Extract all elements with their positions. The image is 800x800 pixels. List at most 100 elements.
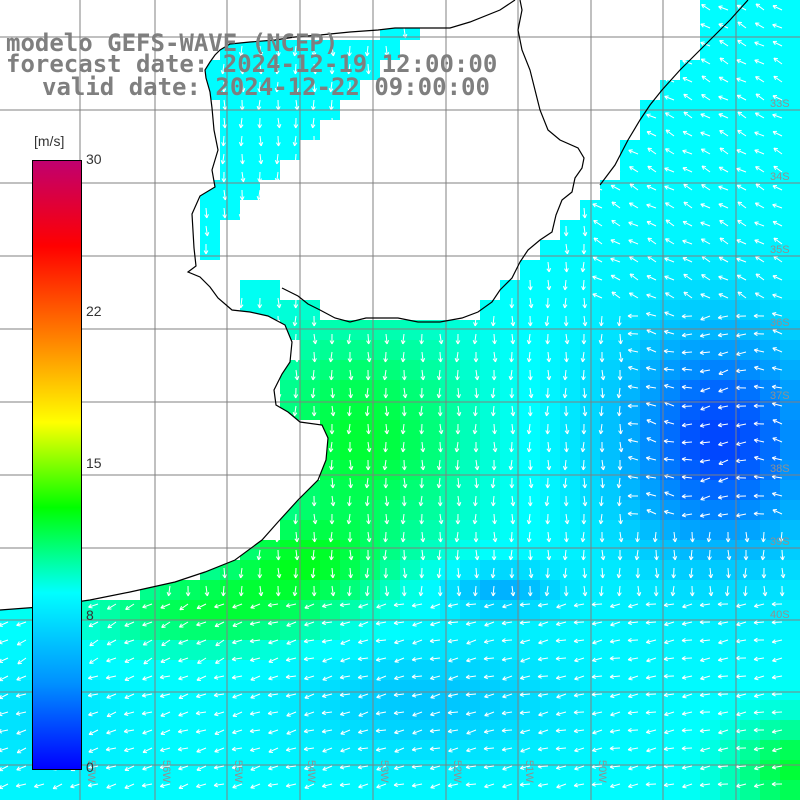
wind-cell <box>120 780 140 800</box>
wind-arrow <box>221 171 227 183</box>
wind-arrow <box>718 387 729 393</box>
wind-cell <box>620 320 640 340</box>
wind-cell <box>580 200 600 220</box>
wind-cell <box>400 540 420 560</box>
wind-arrow <box>292 135 298 147</box>
wind-arrow <box>681 332 693 338</box>
wind-cell <box>500 320 520 340</box>
wind-cell <box>440 420 460 440</box>
wind-cell <box>460 640 480 660</box>
wind-arrow <box>700 315 711 321</box>
wind-arrow <box>593 237 603 245</box>
wind-arrow <box>627 313 639 319</box>
wind-arrow <box>394 729 405 735</box>
wind-arrow <box>274 81 280 93</box>
wind-cell <box>440 480 460 500</box>
wind-arrow <box>257 297 263 309</box>
wind-cell <box>380 580 400 600</box>
wind-arrow <box>509 531 514 543</box>
wind-cell <box>80 780 100 800</box>
wind-cell <box>260 40 280 60</box>
wind-arrow <box>772 747 783 753</box>
wind-cell <box>580 300 600 320</box>
wind-cell <box>380 640 400 660</box>
wind-arrow <box>688 549 694 561</box>
wind-cell <box>100 620 120 640</box>
wind-arrow <box>0 783 9 790</box>
wind-arrow <box>753 783 765 788</box>
wind-arrow <box>708 585 714 597</box>
wind-arrow <box>466 639 477 645</box>
wind-arrow <box>231 674 243 680</box>
wind-arrow <box>221 585 226 597</box>
wind-arrow <box>537 746 549 752</box>
wind-cell <box>740 560 760 580</box>
wind-cell <box>440 560 460 580</box>
wind-arrow <box>582 567 588 579</box>
wind-arrow <box>419 423 424 435</box>
wind-cell <box>480 760 500 780</box>
wind-arrow <box>106 711 117 718</box>
wind-arrow <box>654 549 659 561</box>
wind-cell <box>200 700 220 720</box>
wind-cell <box>700 440 720 460</box>
wind-arrow <box>719 129 729 137</box>
wind-arrow <box>647 147 657 155</box>
wind-arrow <box>16 675 27 681</box>
wind-arrow <box>701 4 711 11</box>
wind-arrow <box>582 585 588 597</box>
wind-cell <box>400 340 420 360</box>
wind-arrow <box>672 531 678 543</box>
wind-cell <box>560 240 580 260</box>
wind-cell <box>380 740 400 760</box>
wind-arrow <box>293 117 299 129</box>
wind-arrow <box>448 675 459 681</box>
wind-cell <box>460 600 480 620</box>
wind-cell <box>380 560 400 580</box>
wind-arrow <box>328 441 334 453</box>
wind-cell <box>740 620 760 640</box>
wind-arrow <box>555 746 567 751</box>
wind-arrow <box>357 674 369 680</box>
wind-cell <box>240 40 260 60</box>
wind-cell <box>540 720 560 740</box>
wind-arrow <box>663 673 675 679</box>
wind-arrow <box>591 692 603 697</box>
wind-arrow <box>394 747 405 753</box>
wind-arrow <box>447 638 459 644</box>
wind-arrow <box>321 693 333 698</box>
wind-arrow <box>646 130 657 137</box>
wind-arrow <box>400 513 406 525</box>
wind-cell <box>0 740 20 760</box>
wind-cell <box>740 60 760 80</box>
wind-arrow <box>214 603 225 609</box>
wind-arrow <box>664 112 675 119</box>
wind-arrow <box>196 603 207 610</box>
wind-arrow <box>275 99 281 111</box>
wind-cell <box>380 480 400 500</box>
wind-arrow <box>628 221 639 227</box>
wind-arrow <box>420 441 426 453</box>
wind-cell <box>540 540 560 560</box>
wind-cell <box>640 540 660 560</box>
wind-cell <box>400 360 420 380</box>
wind-cell <box>180 780 200 800</box>
wind-cell <box>760 80 780 100</box>
wind-cell <box>300 320 320 340</box>
wind-cell <box>100 720 120 740</box>
wind-arrow <box>222 207 228 219</box>
wind-arrow <box>562 387 568 399</box>
wind-arrow <box>618 513 623 525</box>
wind-arrow <box>717 620 729 626</box>
wind-cell <box>500 660 520 680</box>
wind-arrow <box>717 512 729 518</box>
wind-arrow <box>528 477 534 489</box>
wind-arrow <box>771 456 783 461</box>
wind-arrow <box>717 747 729 752</box>
wind-arrow <box>646 274 657 281</box>
wind-arrow <box>755 256 765 263</box>
wind-cell <box>660 300 680 320</box>
wind-cell <box>160 620 180 640</box>
wind-arrow <box>635 531 640 543</box>
wind-arrow <box>358 621 369 627</box>
